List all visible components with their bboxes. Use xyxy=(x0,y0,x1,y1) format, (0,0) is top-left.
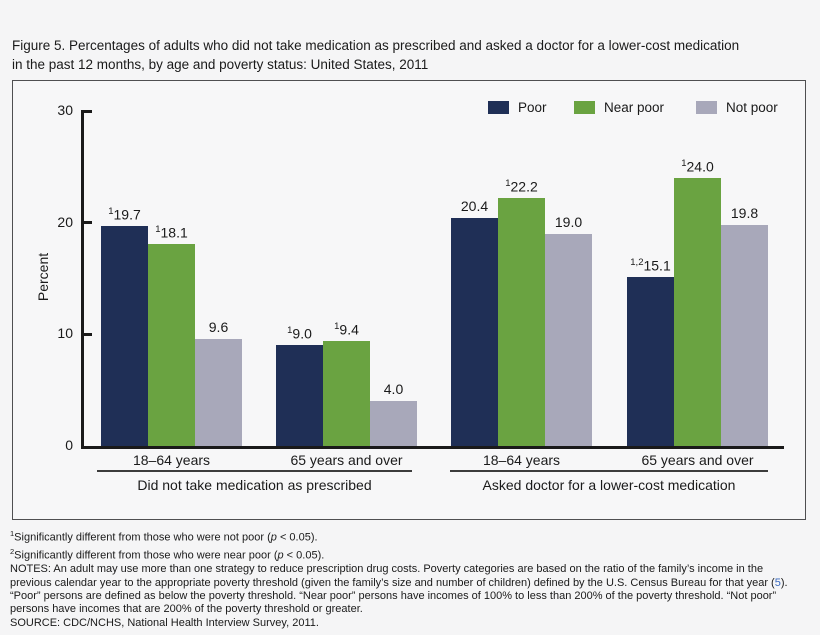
legend-item-poor: Poor xyxy=(488,100,547,115)
bar-near-poor xyxy=(674,178,721,446)
legend-item-not-poor: Not poor xyxy=(696,100,778,115)
footnote-line: “Poor” persons are defined as below the … xyxy=(10,590,816,603)
x-axis-line xyxy=(81,446,784,449)
footnote-text: SOURCE: CDC/NCHS, National Health Interv… xyxy=(10,616,319,629)
x-group-label: 65 years and over xyxy=(641,452,754,468)
y-tick xyxy=(81,332,92,336)
bar-not-poor xyxy=(195,339,242,446)
significance-marker: 1 xyxy=(155,224,161,235)
section-underline xyxy=(97,470,412,472)
y-tick-label: 30 xyxy=(57,102,73,118)
figure-title-line2: in the past 12 months, by age and povert… xyxy=(12,57,429,72)
bar-value-label: 9.6 xyxy=(208,319,229,335)
y-axis-title: Percent xyxy=(35,252,51,302)
bar-value-label: 124.0 xyxy=(681,158,714,175)
footnote-text: previous calendar year to the appropriat… xyxy=(10,576,775,589)
footnote-line: NOTES: An adult may use more than one st… xyxy=(10,563,816,576)
footnote-superscript: 2 xyxy=(10,547,15,557)
bar-poor xyxy=(627,277,674,446)
legend-swatch-icon xyxy=(696,101,717,114)
legend-item-near-poor: Near poor xyxy=(574,100,664,115)
bar-value-label: 19.4 xyxy=(334,321,359,338)
significance-marker: 1 xyxy=(505,178,511,189)
x-group-label: 18–64 years xyxy=(132,452,211,468)
section-label: Asked doctor for a lower-cost medication xyxy=(482,477,736,493)
bar-value-label: 19.0 xyxy=(287,325,312,342)
footnote-line: 1Significantly different from those who … xyxy=(10,527,816,545)
chart-panel: Percent Poor Near poor Not poor 0 10 20 30 119.… xyxy=(12,80,806,520)
bar-value-label: 122.2 xyxy=(505,178,538,195)
significance-marker: 1 xyxy=(334,321,340,332)
bar-near-poor xyxy=(148,244,195,446)
y-tick-label: 20 xyxy=(57,213,73,230)
legend-swatch-icon xyxy=(574,101,595,114)
legend-swatch-icon xyxy=(488,101,509,114)
x-group-label: 65 years and over xyxy=(290,452,403,468)
footnote-text: persons have incomes that are 200% of th… xyxy=(10,603,363,616)
footnote-text: < 0.05). xyxy=(283,549,325,562)
footnote-line: SOURCE: CDC/NCHS, National Health Interv… xyxy=(10,617,816,630)
bar-value-label: 4.0 xyxy=(383,381,404,397)
bar-value-label: 20.4 xyxy=(460,198,489,214)
footnote-text: “Poor” persons are defined as below the … xyxy=(10,589,777,602)
significance-marker: 1 xyxy=(681,158,687,169)
significance-marker: 1,2 xyxy=(630,257,644,268)
figure-title: Figure 5. Percentages of adults who did … xyxy=(12,36,812,74)
legend-label: Poor xyxy=(518,100,547,115)
bar-poor xyxy=(276,345,323,446)
figure-title-line1: Figure 5. Percentages of adults who did … xyxy=(12,38,740,53)
significance-marker: 1 xyxy=(108,206,114,217)
italic-p: p xyxy=(277,549,284,562)
footnote-line: 2Significantly different from those who … xyxy=(10,545,816,563)
footnotes: 1Significantly different from those who … xyxy=(10,527,816,630)
bar-value-label: 19.8 xyxy=(730,205,759,221)
bar-near-poor xyxy=(323,341,370,446)
legend-label: Near poor xyxy=(604,100,665,115)
bar-not-poor xyxy=(721,225,768,446)
bar-value-label: 119.7 xyxy=(108,206,141,223)
bar-value-label: 19.0 xyxy=(554,214,583,230)
reference-link-5[interactable]: 5 xyxy=(774,576,781,589)
bar-poor xyxy=(451,218,498,446)
y-tick xyxy=(81,221,92,225)
bar-not-poor xyxy=(545,234,592,446)
legend-label: Not poor xyxy=(726,100,778,115)
section-underline xyxy=(450,470,768,472)
footnote-text: ). xyxy=(780,576,788,589)
y-axis-line xyxy=(81,111,84,449)
footnote-line: persons have incomes that are 200% of th… xyxy=(10,603,816,616)
significance-marker: 1 xyxy=(287,325,293,336)
footnote-superscript: 1 xyxy=(10,529,15,538)
bar-value-label: 118.1 xyxy=(155,224,188,241)
bar-not-poor xyxy=(370,401,417,446)
bar-near-poor xyxy=(498,198,545,446)
footnote-text: NOTES: An adult may use more than one st… xyxy=(10,563,764,576)
y-tick-label: 0 xyxy=(65,437,73,453)
section-label: Did not take medication as prescribed xyxy=(137,477,372,493)
bar-poor xyxy=(101,226,148,446)
footnote-line: previous calendar year to the appropriat… xyxy=(10,577,816,590)
y-tick xyxy=(81,109,92,113)
footnote-text: Significantly different from those who w… xyxy=(14,549,278,562)
italic-p: p xyxy=(270,531,277,544)
x-group-label: 18–64 years xyxy=(482,452,561,468)
footnote-text: Significantly different from those who w… xyxy=(14,531,271,544)
bar-value-label: 1,215.1 xyxy=(630,257,671,274)
footnote-text: < 0.05). xyxy=(276,531,318,544)
y-tick-label: 10 xyxy=(57,325,73,342)
